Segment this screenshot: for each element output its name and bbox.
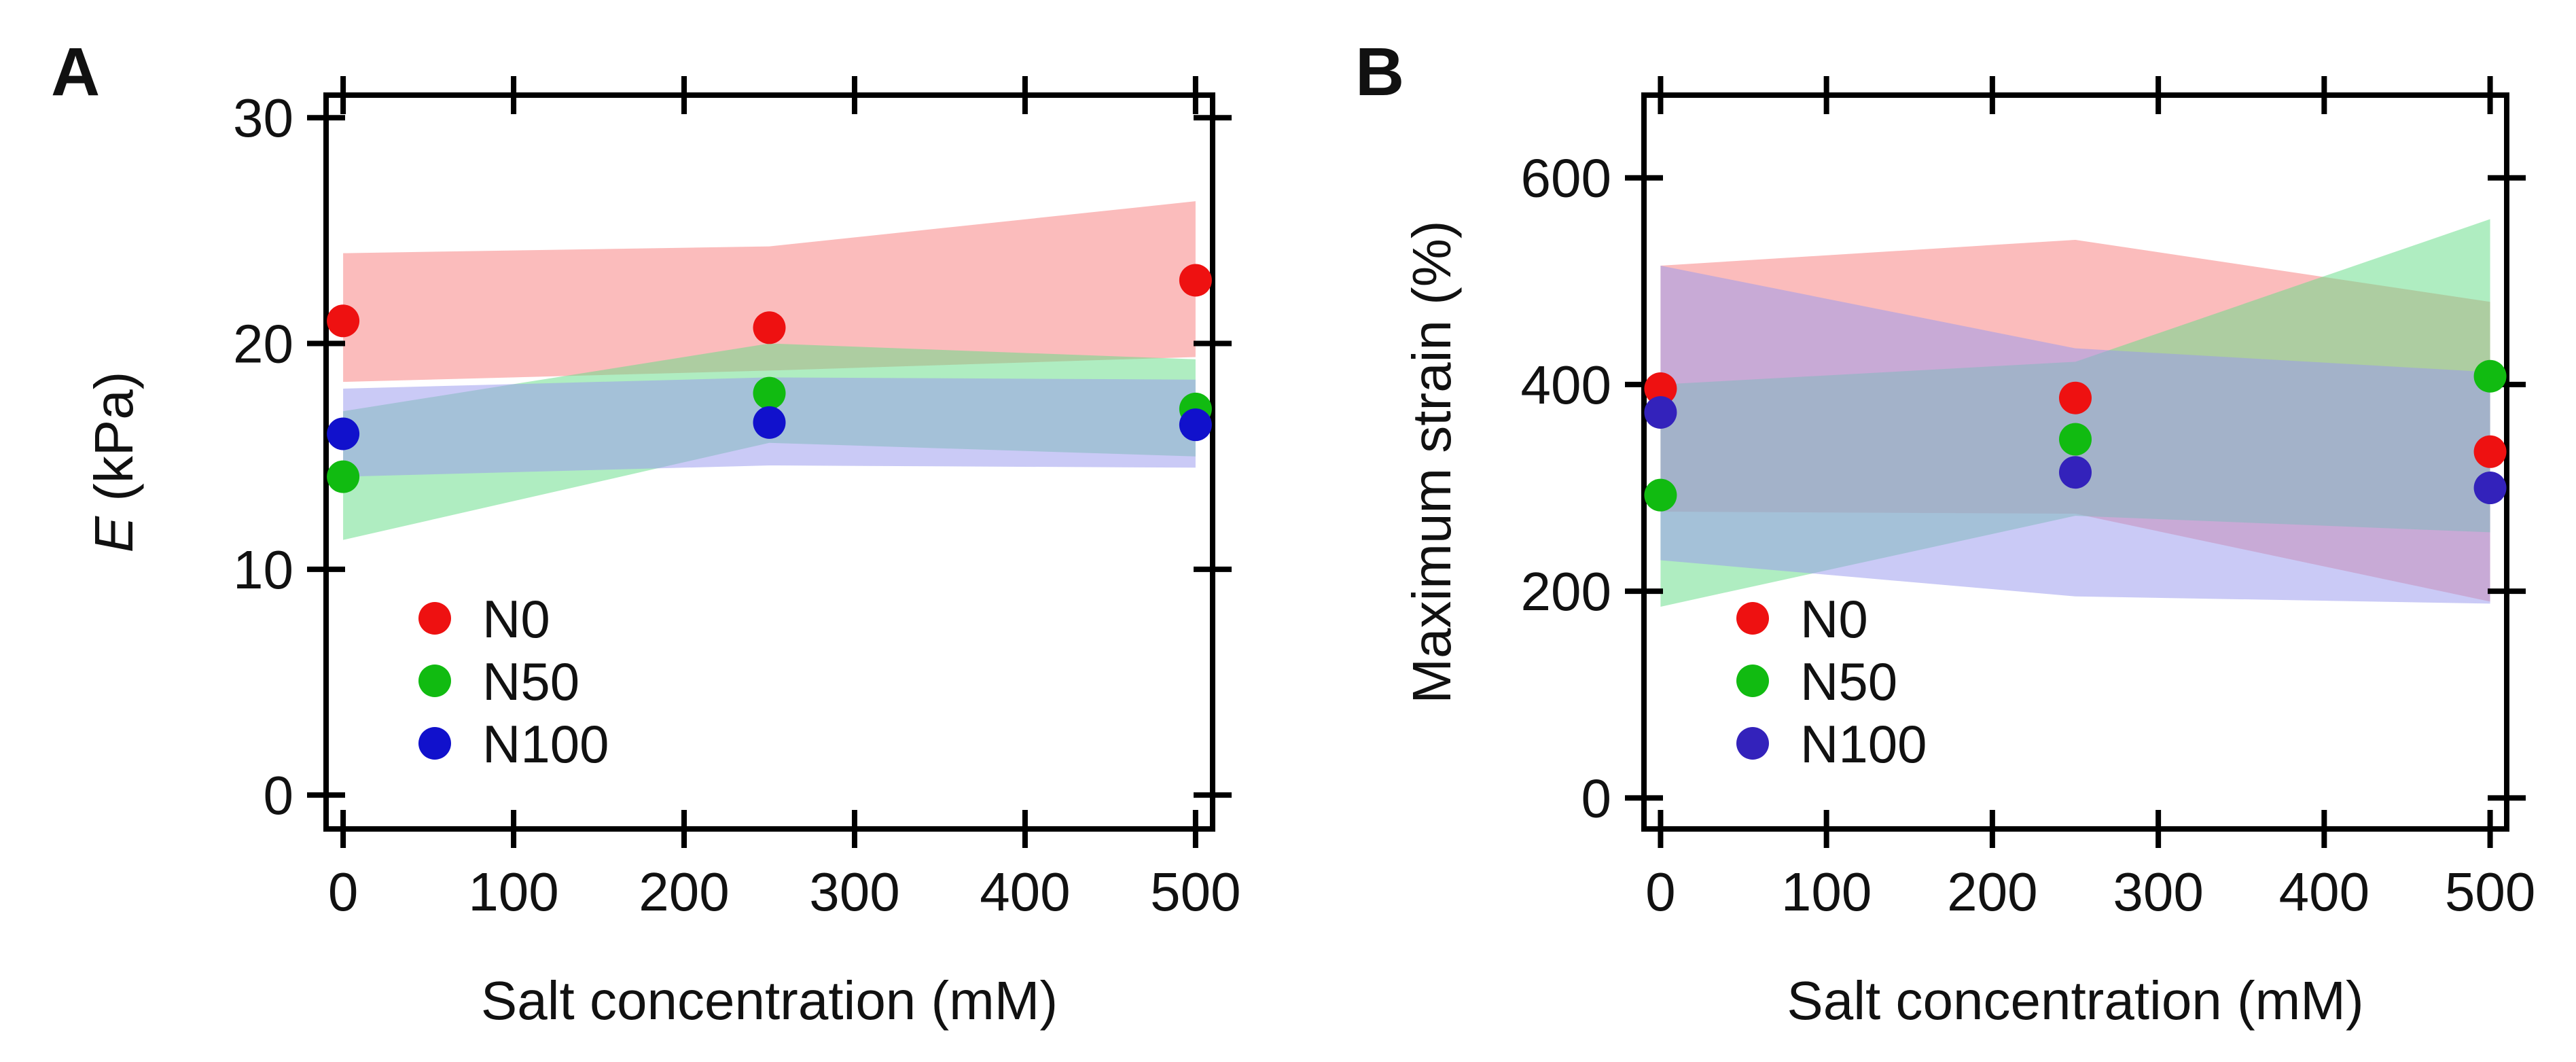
x-tick-label-0: 0 [328,862,359,922]
x-tick-label-0: 0 [1645,862,1676,922]
band-n0 [343,201,1196,383]
legend-label-n100: N100 [482,714,609,774]
panel-label-b: B [1355,34,1404,110]
legend: N0 N50 N100 [1736,589,1927,774]
point-n50-0 [1644,478,1677,512]
y-tick-label-400: 400 [1521,355,1611,415]
panel-a-bands [343,201,1196,540]
point-n100-0 [1644,395,1677,429]
point-n100-500 [2473,472,2507,505]
x-tick-label-500: 500 [2445,862,2535,922]
legend-marker-n50 [1736,665,1769,697]
legend-marker-n100 [418,727,451,760]
point-n50-500 [2473,359,2507,393]
legend-label-n100: N100 [1800,714,1927,774]
legend-marker-n50 [418,665,451,697]
panel-b: B 0 200 400 600 0 100 200 300 400 500 Salt conce… [1355,34,2535,1031]
plot-frame [1641,92,2509,832]
point-n100-0 [327,417,360,450]
x-tick-label-100: 100 [1781,862,1872,922]
legend-marker-n0 [418,602,451,635]
x-axis-title: Salt concentration (mM) [481,970,1058,1031]
point-n50-250 [753,376,786,410]
point-n50-250 [2059,423,2092,456]
point-n0-500 [2473,435,2507,468]
y-tick-label-200: 200 [1521,561,1611,622]
legend-marker-n100 [1736,727,1769,760]
x-tick-label-400: 400 [2279,862,2369,922]
y-tick-label-0: 0 [264,765,294,826]
x-tick-label-200: 200 [639,862,729,922]
legend-marker-n0 [1736,602,1769,635]
point-n100-250 [753,406,786,439]
legend-label-n50: N50 [482,652,579,711]
legend-label-n50: N50 [1800,652,1897,711]
point-n0-250 [753,311,786,344]
x-tick-label-400: 400 [980,862,1070,922]
point-n0-250 [2059,381,2092,414]
legend-label-n0: N0 [482,589,550,649]
x-tick-label-500: 500 [1150,862,1240,922]
point-n0-0 [1644,372,1677,405]
plot-frame [323,92,1215,832]
panel-b-points [1644,359,2507,512]
y-tick-label-20: 20 [233,314,293,374]
x-tick-label-300: 300 [809,862,899,922]
y-tick-label-10: 10 [233,539,293,600]
x-tick-label-100: 100 [468,862,558,922]
panel-b-yticks: 0 200 400 600 [1521,148,2526,828]
panel-a-points [327,264,1212,493]
y-tick-label-30: 30 [233,88,293,148]
y-tick-label-0: 0 [1581,768,1612,828]
panel-a-yticks: 0 10 20 30 [233,88,1232,826]
x-axis-title: Salt concentration (mM) [1787,970,2363,1031]
y-axis-title-rest: Maximum strain (%) [1401,220,1462,703]
y-axis-title-rest: (kPa) [84,372,144,516]
point-n0-500 [1179,264,1212,297]
y-tick-label-600: 600 [1521,148,1611,209]
point-n100-250 [2059,456,2092,489]
y-axis-title-italic: E [84,515,144,552]
y-axis-title: Maximum strain (%) [1401,220,1462,703]
panel-label-a: A [51,34,100,110]
x-tick-label-200: 200 [1947,862,2037,922]
panel-b-xticks: 0 100 200 300 400 500 [1645,76,2535,922]
point-n50-0 [327,460,360,493]
panel-a-xticks: 0 100 200 300 400 500 [328,76,1241,922]
legend-label-n0: N0 [1800,589,1868,649]
point-n0-0 [327,304,360,338]
panel-a: A 0 10 20 30 0 100 200 300 400 500 Salt concentr… [51,34,1241,1031]
y-axis-title: E (kPa) [84,372,144,553]
legend: N0 N50 N100 [418,589,609,774]
x-tick-label-300: 300 [2113,862,2203,922]
point-n100-500 [1179,408,1212,442]
